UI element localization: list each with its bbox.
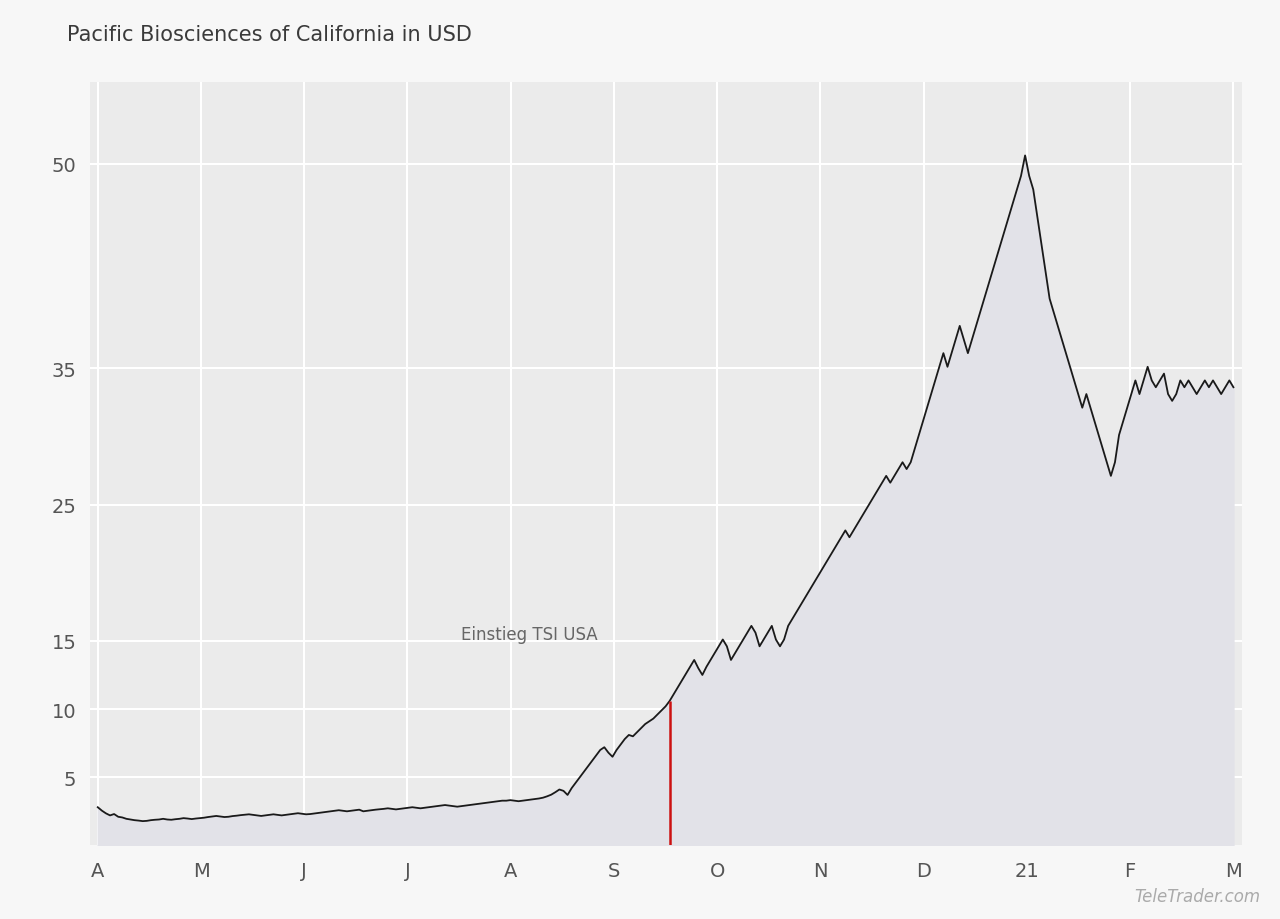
Text: TeleTrader.com: TeleTrader.com — [1134, 887, 1261, 905]
Text: Einstieg TSI USA: Einstieg TSI USA — [461, 625, 598, 643]
Text: Pacific Biosciences of California in USD: Pacific Biosciences of California in USD — [67, 25, 471, 44]
